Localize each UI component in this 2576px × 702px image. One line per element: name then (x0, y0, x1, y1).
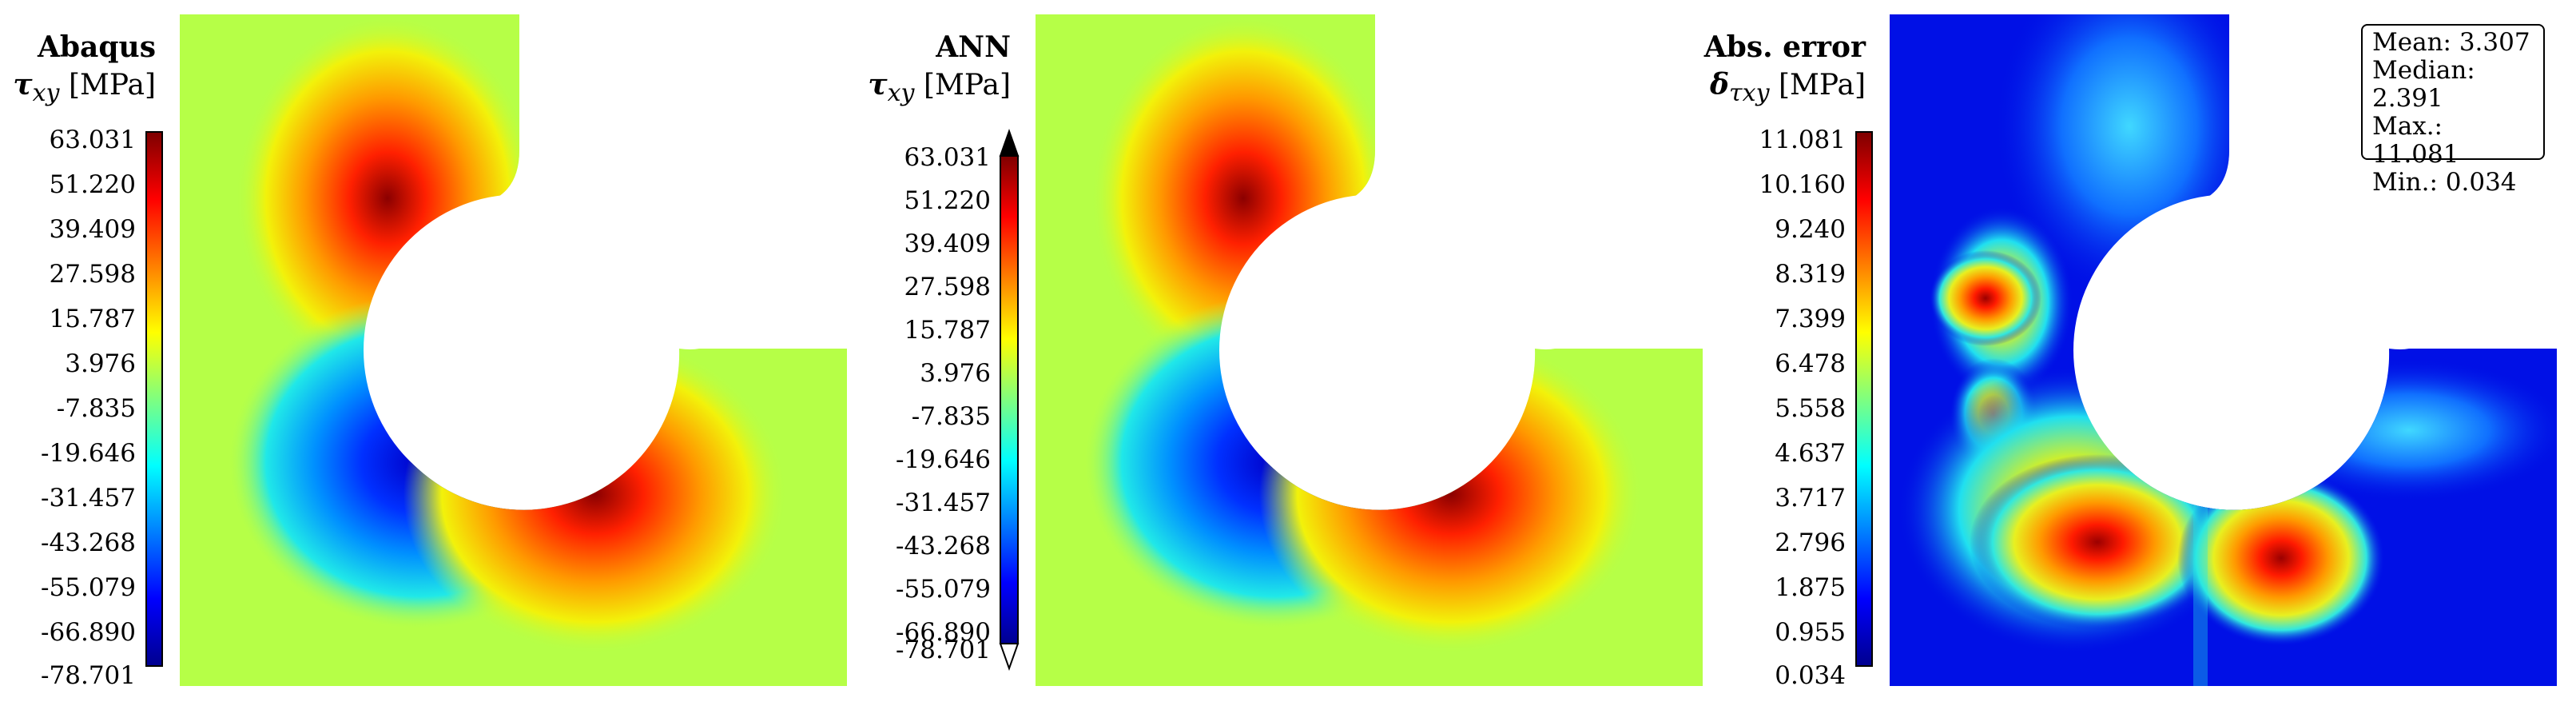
tick-label: 39.409 (49, 215, 136, 244)
tick-label: 4.637 (1775, 439, 1846, 468)
tick-label: 15.787 (49, 305, 136, 333)
tick-label: -78.701 (41, 661, 136, 690)
colorbar-abaqus (145, 131, 163, 667)
panel-title-abaqus: Abaqus (37, 30, 156, 64)
stat-min: Min.: 0.034 (2372, 168, 2517, 197)
stat-mean: Mean: 3.307 (2372, 28, 2530, 57)
panel-quantity-label-error: δτxy [MPa] (1710, 68, 1866, 108)
error-stats-box: Mean: 3.307 Median: 2.391 Max.: 11.081 M… (2361, 24, 2545, 197)
tick-label: -7.835 (56, 394, 136, 423)
panel-quantity-label-ann: τxy [MPa] (868, 68, 1011, 108)
colorbar-error (1855, 131, 1873, 667)
tick-label: 1.875 (1775, 573, 1846, 602)
tick-label: 27.598 (49, 260, 136, 289)
tick-label: -66.890 (896, 618, 991, 647)
tick-label: 10.160 (1759, 170, 1846, 199)
tick-label: -31.457 (896, 489, 991, 517)
error-field (1890, 14, 2557, 686)
colorbar-max-arrow (999, 129, 1020, 157)
tick-label: 51.220 (904, 186, 991, 215)
tick-label: 11.081 (1759, 126, 1846, 154)
tick-label: 3.976 (65, 349, 136, 378)
stress-field-abaqus (180, 14, 847, 686)
tick-label: -55.079 (41, 573, 136, 602)
tick-label: 27.598 (904, 273, 991, 301)
tick-label: 5.558 (1775, 394, 1846, 423)
colorbar-min-arrow (999, 643, 1020, 671)
tick-label: 9.240 (1775, 215, 1846, 244)
stat-max: Max.: 11.081 (2372, 112, 2459, 169)
stress-field-ann (1036, 14, 1703, 686)
tick-label: -55.079 (896, 575, 991, 604)
tick-label: -78.701 (896, 636, 991, 664)
tick-label: 2.796 (1775, 528, 1846, 557)
panel-title-error: Abs. error (1703, 30, 1866, 64)
tick-label: -66.890 (41, 618, 136, 647)
panel-title-ann: ANN (936, 30, 1011, 64)
tick-label: 0.955 (1775, 618, 1846, 647)
tick-label: -19.646 (41, 439, 136, 468)
stat-median: Median: 2.391 (2372, 56, 2475, 113)
tick-label: -7.835 (911, 402, 991, 431)
tick-label: -31.457 (41, 484, 136, 513)
tick-label: 8.319 (1775, 260, 1846, 289)
tick-label: 39.409 (904, 229, 991, 258)
tick-label: 63.031 (904, 143, 991, 172)
colorbar-ann (999, 129, 1020, 671)
tick-label: -43.268 (896, 532, 991, 560)
tick-label: 3.976 (920, 359, 991, 388)
tick-label: 0.034 (1775, 661, 1846, 690)
tick-label: 63.031 (49, 126, 136, 154)
panel-quantity-label-abaqus: τxy [MPa] (13, 68, 156, 108)
tick-label: 3.717 (1775, 484, 1846, 513)
tick-label: -43.268 (41, 528, 136, 557)
tick-label: -19.646 (896, 445, 991, 474)
tick-label: 6.478 (1775, 349, 1846, 378)
tick-label: 7.399 (1775, 305, 1846, 333)
tick-label: 51.220 (49, 170, 136, 199)
tick-label: 15.787 (904, 316, 991, 345)
